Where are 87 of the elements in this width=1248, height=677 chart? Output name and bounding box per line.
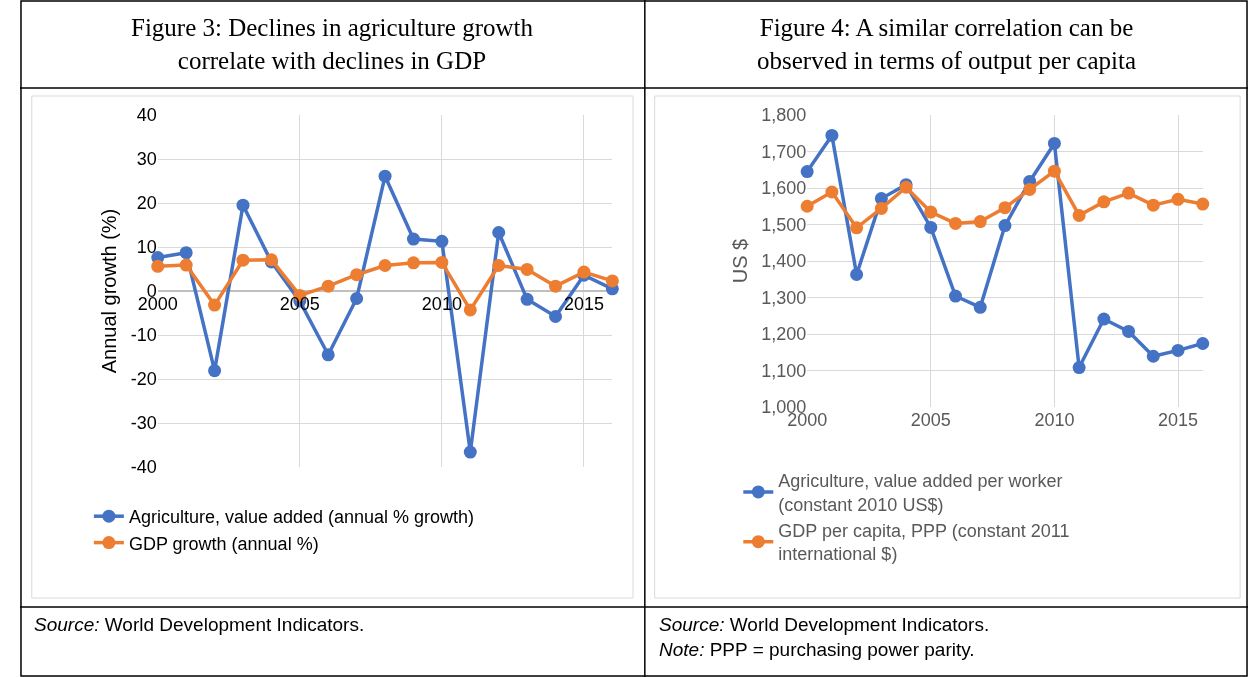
text: Note: PPP = purchasing power parity. [659, 638, 975, 660]
point [179, 246, 193, 260]
point [378, 169, 392, 183]
chart-title: Figure 4: A similar correlation can be observed in terms of output per capita [757, 14, 1137, 74]
point [1171, 192, 1185, 206]
point [463, 445, 477, 459]
point [998, 201, 1012, 215]
point [949, 216, 963, 230]
legend-label: GDP growth (annual %) [128, 533, 319, 554]
point [378, 258, 392, 272]
y-tick-label: 1,700 [761, 141, 807, 162]
y-tick-label: 1,200 [761, 324, 807, 345]
point [208, 298, 222, 312]
x-tick-label: 2015 [563, 294, 604, 314]
y-tick-label: 1,500 [761, 214, 807, 235]
point [321, 279, 335, 293]
y-tick-label: -40 [130, 457, 157, 478]
point [179, 258, 193, 272]
y-tick-label: 1,300 [761, 287, 807, 308]
point [973, 300, 987, 314]
y-tick-label: 40 [136, 105, 157, 126]
point [549, 279, 563, 293]
chart-title: Figure 3: Declines in agriculture growth correlate with declines in GDP [131, 14, 534, 74]
point [1171, 343, 1185, 357]
point [1072, 208, 1086, 222]
source-note: Source: World Development Indicators. [659, 614, 990, 635]
point [435, 234, 449, 248]
x-tick-label: 2005 [910, 410, 951, 430]
point [1146, 349, 1160, 363]
y-tick-label: 20 [136, 193, 157, 214]
point [520, 292, 534, 306]
y-tick-label: 30 [136, 149, 157, 170]
y-axis-title: Annual growth (%) [98, 208, 121, 374]
legend-label: GDP per capita, PPP (constant 2011 international $) [778, 521, 1070, 565]
point [435, 255, 449, 269]
y-tick-label: 1,100 [761, 360, 807, 381]
point [800, 165, 814, 179]
point [924, 205, 938, 219]
point [406, 256, 420, 270]
y-axis-title: US $ [728, 238, 751, 284]
point [874, 201, 888, 215]
point [1122, 186, 1136, 200]
y-tick-label: 10 [136, 237, 157, 258]
point [236, 253, 250, 267]
point [463, 303, 477, 317]
point [321, 348, 335, 362]
y-tick-label: 1,600 [761, 178, 807, 199]
x-tick-label: 2010 [1034, 410, 1075, 430]
point [492, 225, 506, 239]
source-note: Source: World Development Indicators. [34, 614, 365, 635]
point [825, 128, 839, 142]
point [208, 364, 222, 378]
point [973, 215, 987, 229]
y-tick-label: -30 [130, 413, 157, 434]
point [1097, 312, 1111, 326]
point [998, 219, 1012, 233]
point [1023, 182, 1037, 196]
point [924, 220, 938, 234]
point [1047, 136, 1061, 150]
y-tick-label: 1,800 [761, 105, 807, 126]
point [825, 185, 839, 199]
point [350, 291, 364, 305]
point [520, 262, 534, 276]
point [151, 259, 165, 273]
legend-label: Agriculture, value added per worker (constant 2010 US$) [778, 471, 1063, 515]
point [1196, 336, 1210, 350]
point [1146, 198, 1160, 212]
y-tick-label: -10 [130, 325, 157, 346]
y-tick-label: 1,400 [761, 251, 807, 272]
legend-label: Agriculture, value added (annual % growth) [128, 507, 475, 528]
point [1196, 197, 1210, 211]
point [605, 274, 619, 288]
point [850, 268, 864, 281]
y-tick-label: -20 [130, 369, 157, 390]
point [1047, 164, 1061, 178]
point [350, 268, 364, 282]
point [949, 289, 963, 303]
point [1072, 361, 1086, 375]
point [236, 198, 250, 212]
x-tick-label: 2015 [1158, 410, 1199, 430]
point [850, 221, 864, 235]
point [1122, 324, 1136, 338]
point [800, 199, 814, 213]
point [1097, 195, 1111, 209]
point [549, 310, 563, 324]
point [492, 258, 506, 272]
point [406, 232, 420, 246]
